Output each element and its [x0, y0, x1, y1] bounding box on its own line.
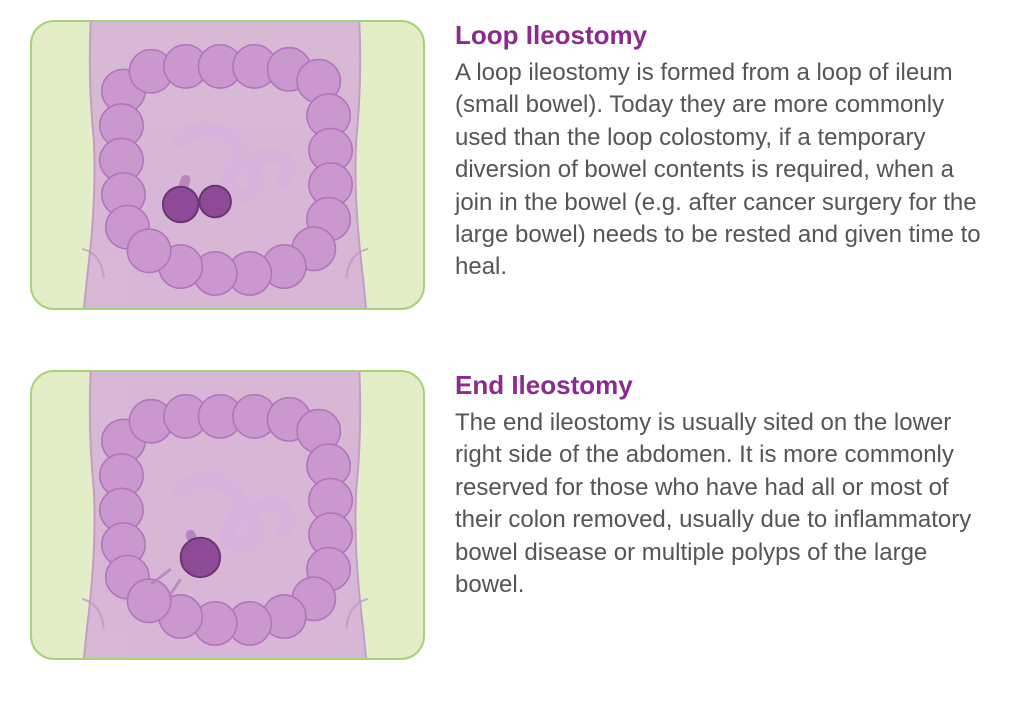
end-ileostomy-diagram — [32, 372, 423, 658]
end-ileostomy-text: End Ileostomy The end ileostomy is usual… — [455, 370, 994, 601]
loop-ileostomy-diagram — [32, 22, 423, 308]
loop-ileostomy-section: Loop Ileostomy A loop ileostomy is forme… — [30, 20, 994, 310]
end-ileostomy-title: End Ileostomy — [455, 370, 994, 401]
end-ileostomy-section: End Ileostomy The end ileostomy is usual… — [30, 370, 994, 660]
end-ileostomy-image — [30, 370, 425, 660]
loop-ileostomy-title: Loop Ileostomy — [455, 20, 994, 51]
loop-ileostomy-text: Loop Ileostomy A loop ileostomy is forme… — [455, 20, 994, 284]
end-ileostomy-description: The end ileostomy is usually sited on th… — [455, 407, 994, 601]
loop-ileostomy-description: A loop ileostomy is formed from a loop o… — [455, 57, 994, 284]
loop-ileostomy-image — [30, 20, 425, 310]
